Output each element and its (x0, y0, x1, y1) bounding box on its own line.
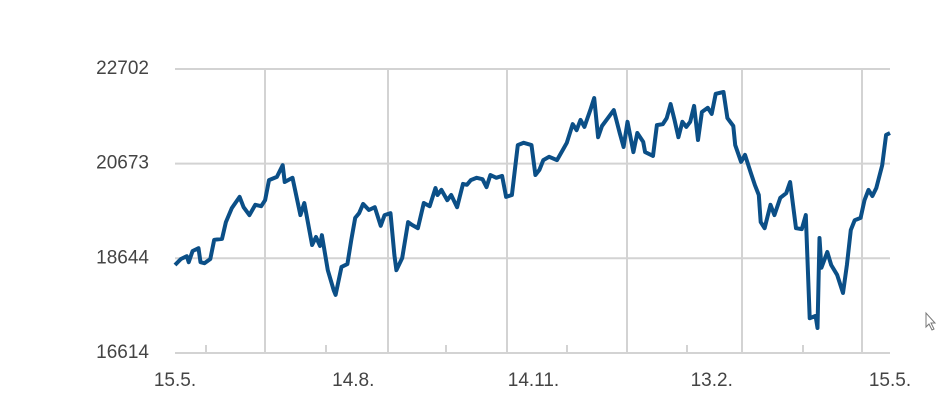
y-tick-label: 22702 (96, 58, 149, 79)
x-tick-label: 13.2. (691, 370, 733, 391)
y-tick-label: 16614 (96, 342, 149, 363)
x-tick-label: 15.5. (154, 370, 196, 391)
y-tick-label: 18644 (96, 247, 149, 268)
x-tick-label: 14.8. (332, 370, 374, 391)
x-tick-label: 14.11. (508, 370, 559, 391)
data-line (173, 90, 891, 330)
y-tick-label: 20673 (96, 153, 149, 174)
mouse-cursor (925, 311, 937, 331)
x-tick-label: 15.5. (869, 370, 911, 391)
